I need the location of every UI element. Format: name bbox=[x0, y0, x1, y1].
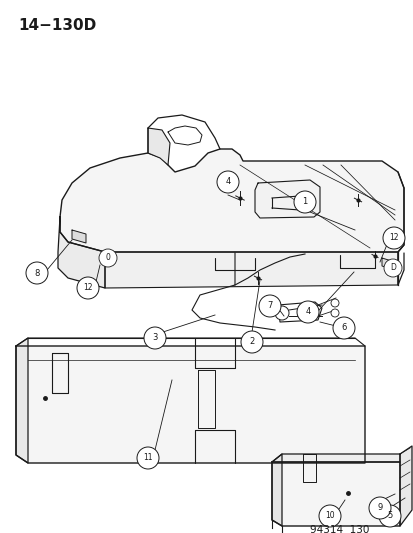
Text: 9: 9 bbox=[377, 504, 382, 513]
Polygon shape bbox=[254, 180, 319, 218]
Circle shape bbox=[77, 277, 99, 299]
Polygon shape bbox=[105, 252, 397, 288]
Text: 8: 8 bbox=[34, 269, 40, 278]
Circle shape bbox=[378, 505, 400, 527]
Circle shape bbox=[26, 262, 48, 284]
Text: 2: 2 bbox=[249, 337, 254, 346]
Text: 0: 0 bbox=[105, 254, 110, 262]
Text: 14−130D: 14−130D bbox=[18, 18, 96, 33]
Polygon shape bbox=[271, 462, 399, 526]
Polygon shape bbox=[399, 446, 411, 526]
Circle shape bbox=[259, 295, 280, 317]
Text: 12: 12 bbox=[388, 233, 398, 243]
Polygon shape bbox=[58, 217, 105, 288]
Circle shape bbox=[240, 331, 262, 353]
Circle shape bbox=[99, 249, 117, 267]
Circle shape bbox=[382, 227, 404, 249]
Circle shape bbox=[332, 317, 354, 339]
Polygon shape bbox=[271, 454, 399, 462]
Text: 5: 5 bbox=[387, 512, 392, 521]
Text: 3: 3 bbox=[152, 334, 157, 343]
Text: 4: 4 bbox=[305, 308, 310, 317]
Text: 4: 4 bbox=[225, 177, 230, 187]
Text: 7: 7 bbox=[267, 302, 272, 311]
Circle shape bbox=[368, 497, 390, 519]
Circle shape bbox=[296, 301, 318, 323]
Polygon shape bbox=[147, 128, 170, 165]
Polygon shape bbox=[60, 149, 403, 252]
Circle shape bbox=[293, 191, 315, 213]
Circle shape bbox=[137, 447, 159, 469]
Circle shape bbox=[144, 327, 166, 349]
Text: 6: 6 bbox=[340, 324, 346, 333]
Polygon shape bbox=[381, 258, 394, 270]
Polygon shape bbox=[72, 230, 86, 243]
Circle shape bbox=[330, 309, 338, 317]
Circle shape bbox=[383, 259, 401, 277]
Circle shape bbox=[330, 299, 338, 307]
Circle shape bbox=[274, 306, 288, 320]
Circle shape bbox=[318, 505, 340, 527]
Text: 11: 11 bbox=[143, 454, 152, 463]
Polygon shape bbox=[271, 454, 281, 526]
Circle shape bbox=[216, 171, 238, 193]
Text: 1: 1 bbox=[301, 198, 307, 206]
Text: 10: 10 bbox=[324, 512, 334, 521]
Polygon shape bbox=[16, 346, 364, 463]
Text: 12: 12 bbox=[83, 284, 93, 293]
Text: 94314  130: 94314 130 bbox=[309, 525, 368, 533]
Polygon shape bbox=[16, 338, 28, 463]
Text: D: D bbox=[389, 263, 395, 272]
